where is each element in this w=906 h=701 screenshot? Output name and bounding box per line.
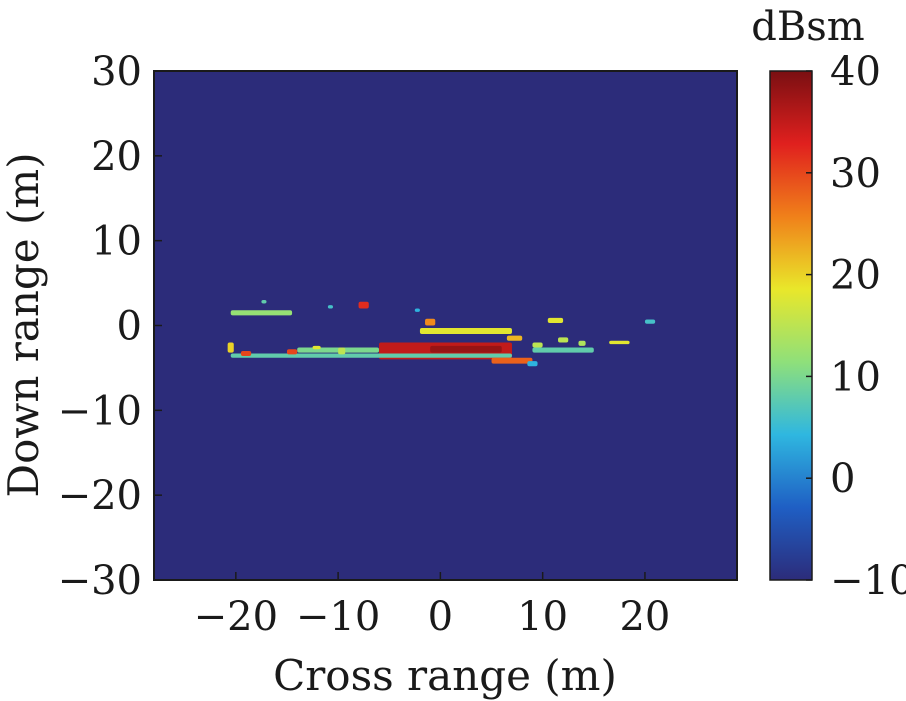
- heatmap-cell: [609, 340, 630, 345]
- heatmap-cell: [491, 357, 533, 364]
- y-tick-label: −20: [58, 473, 142, 519]
- y-axis-label: Down range (m): [0, 152, 48, 497]
- colorbar-tick-label: 20: [830, 253, 881, 299]
- heatmap-cell: [414, 308, 420, 312]
- heatmap-cell: [558, 337, 569, 343]
- heatmap-cell: [230, 353, 512, 358]
- colorbar-tick-label: 0: [830, 456, 855, 502]
- heatmap-cell: [230, 310, 293, 316]
- heatmap-cell: [419, 328, 512, 334]
- plot-area: [153, 70, 738, 581]
- heatmap-cell: [338, 347, 346, 355]
- heatmap-cell: [261, 300, 267, 304]
- colorbar: −10 0 10 20 30 40: [769, 49, 906, 604]
- x-tick-label: −10: [296, 594, 380, 640]
- colorbar-tick-label: 30: [830, 151, 881, 197]
- heatmap-cell: [227, 342, 234, 353]
- heatmap-cell: [240, 350, 252, 357]
- y-tick-label: 10: [91, 219, 142, 265]
- heatmap-cell: [547, 317, 564, 323]
- x-tick-label: 0: [428, 594, 453, 640]
- heatmap-cell: [506, 335, 523, 341]
- heatmap-cell: [532, 347, 594, 353]
- y-tick-label: 20: [91, 134, 142, 180]
- colorbar-tick-label: 40: [830, 49, 881, 95]
- heatmap-cell: [532, 342, 543, 348]
- y-tick-label: 30: [91, 49, 142, 95]
- heatmap-cell: [644, 319, 656, 324]
- heatmap-background: [154, 71, 737, 580]
- heatmap-cell: [425, 318, 436, 326]
- colorbar-tick-label: −10: [830, 558, 906, 604]
- colorbar-tick-label: 10: [830, 354, 881, 400]
- heatmap-cell: [312, 345, 321, 350]
- heatmap-cell: [327, 305, 333, 309]
- x-axis: −20 −10 0 10 20: [194, 572, 670, 640]
- y-axis: −30 −20 −10 0 10 20 30: [58, 49, 162, 604]
- y-tick-label: −30: [58, 558, 142, 604]
- colorbar-gradient: [769, 70, 813, 581]
- x-axis-label: Cross range (m): [273, 651, 617, 700]
- x-tick-label: 10: [517, 594, 568, 640]
- heatmap-cell: [578, 340, 586, 346]
- x-tick-label: 20: [619, 594, 670, 640]
- colorbar-title: dBsm: [751, 4, 864, 50]
- y-tick-label: 0: [117, 304, 142, 350]
- heatmap-cell: [527, 361, 538, 367]
- heatmap-cell: [286, 349, 298, 355]
- y-tick-label: −10: [58, 388, 142, 434]
- x-tick-label: −20: [194, 594, 278, 640]
- heatmap-cell: [358, 301, 369, 309]
- heatmap-cell: [430, 345, 502, 353]
